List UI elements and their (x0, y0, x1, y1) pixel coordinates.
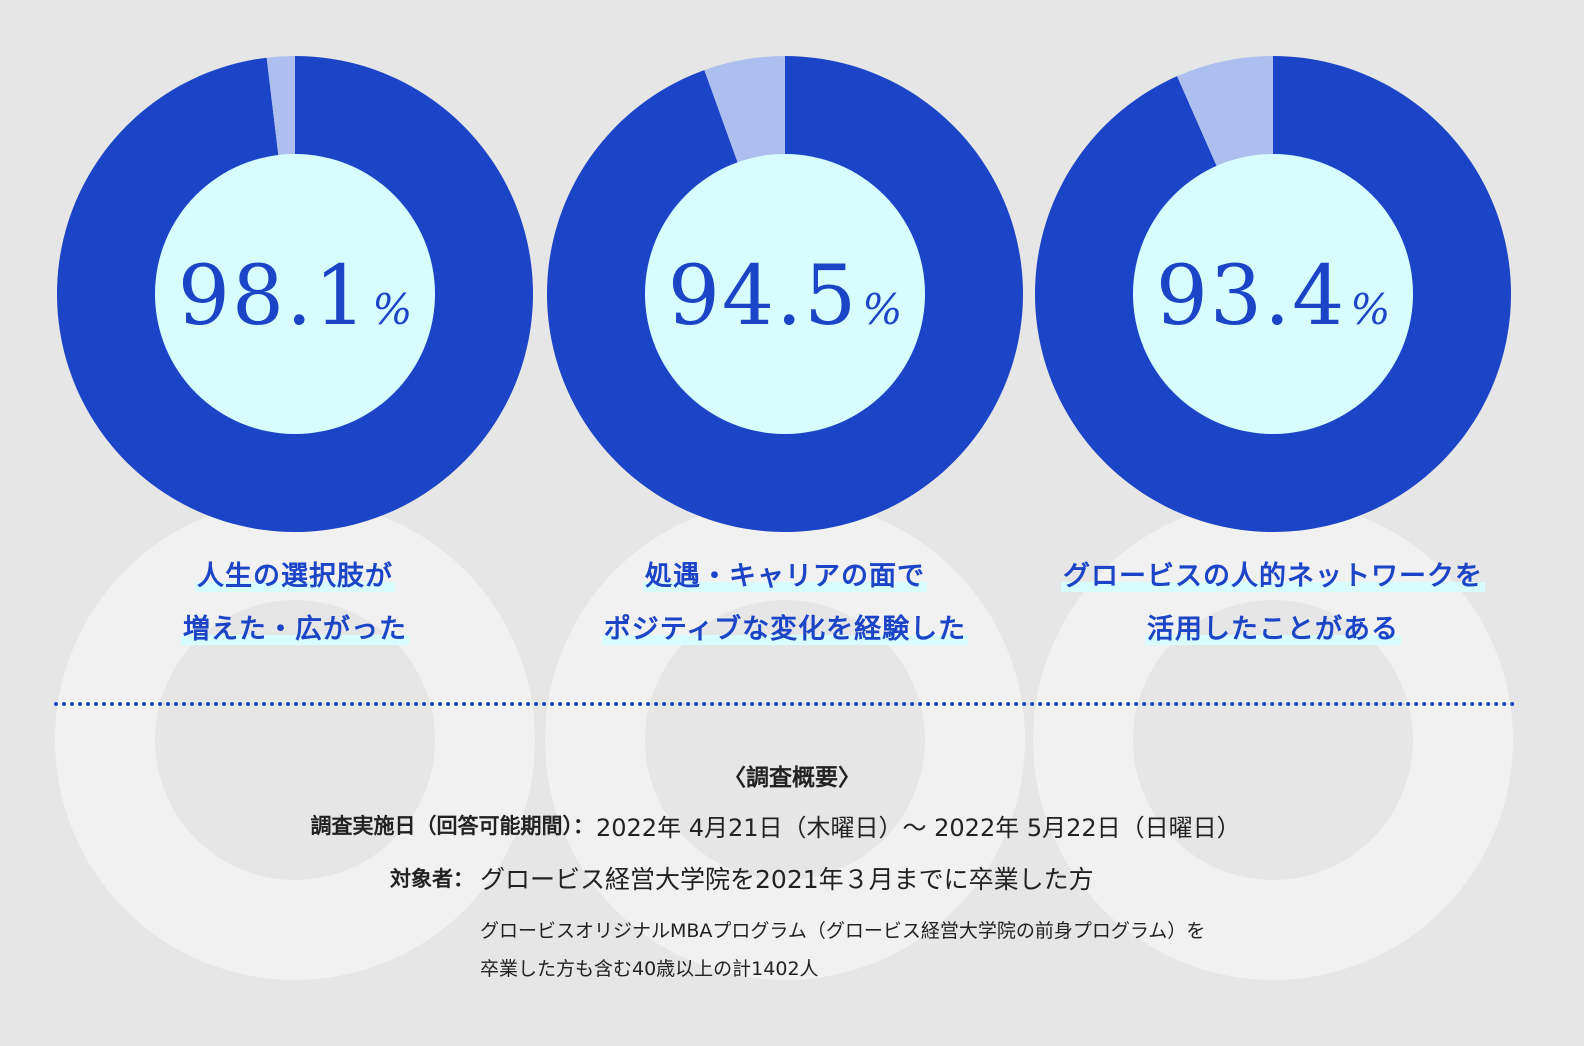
donut-3-percent-label: 93.4% (1156, 249, 1391, 344)
donut-chart-2: 94.5% (547, 56, 1024, 532)
survey-period-label: 調査実施日（回答可能期間）： (310, 814, 595, 838)
donut-1-percent-value: 98.1 (178, 249, 369, 344)
chart-label-1-line-1: 人生の選択肢が (195, 561, 395, 592)
donut-1-percent-unit: % (372, 285, 412, 334)
chart-label-2: 処遇・キャリアの面で ポジティブな変化を経験した (505, 550, 1065, 656)
survey-target-note-line-1: グロービスオリジナルMBAプログラム（グロービス経営大学院の前身プログラム）を (480, 920, 1206, 942)
donut-chart-1: 98.1% (56, 56, 533, 532)
summary-title: 〈調査概要〉 (723, 765, 861, 791)
survey-period-value: 2022年 4月21日（木曜日）～ 2022年 5月22日（日曜日） (596, 814, 1241, 842)
chart-label-3-line-1: グロービスの人的ネットワークを (1061, 561, 1485, 592)
chart-label-3: グロービスの人的ネットワークを 活用したことがある (993, 550, 1553, 656)
ghost-ring-3 (1033, 500, 1513, 980)
chart-label-2-line-1: 処遇・キャリアの面で (643, 561, 927, 592)
donut-chart-3: 93.4% (1035, 56, 1511, 532)
donut-2-center (645, 154, 925, 434)
decorative-ghost-rings (55, 500, 1513, 980)
donut-2-percent-value: 94.5 (668, 249, 859, 344)
chart-label-1: 人生の選択肢が 増えた・広がった (15, 550, 575, 656)
donut-1-center (155, 154, 435, 434)
ghost-ring-1 (55, 500, 535, 980)
chart-label-2-line-2: ポジティブな変化を経験した (601, 614, 969, 645)
survey-target-label: 対象者： (390, 867, 474, 891)
donut-charts: 98.1% 94.5% 93.4% (56, 56, 1511, 532)
donut-1-percent-label: 98.1% (178, 249, 413, 344)
donut-3-center (1133, 154, 1413, 434)
survey-target-value: グロービス経営大学院を2021年３月までに卒業した方 (480, 865, 1094, 894)
donut-3-percent-value: 93.4 (1156, 249, 1347, 344)
donut-3-percent-unit: % (1350, 285, 1390, 334)
survey-target-note-line-2: 卒業した方も含む40歳以上の計1402人 (480, 958, 819, 980)
chart-label-1-line-2: 増えた・広がった (181, 614, 409, 645)
dotted-divider (54, 702, 1516, 706)
chart-label-3-line-2: 活用したことがある (1145, 614, 1401, 645)
ghost-ring-2 (545, 500, 1025, 980)
donut-2-percent-label: 94.5% (668, 249, 903, 344)
donut-2-percent-unit: % (862, 285, 902, 334)
